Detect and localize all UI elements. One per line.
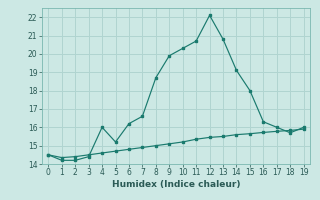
X-axis label: Humidex (Indice chaleur): Humidex (Indice chaleur) (112, 180, 240, 189)
